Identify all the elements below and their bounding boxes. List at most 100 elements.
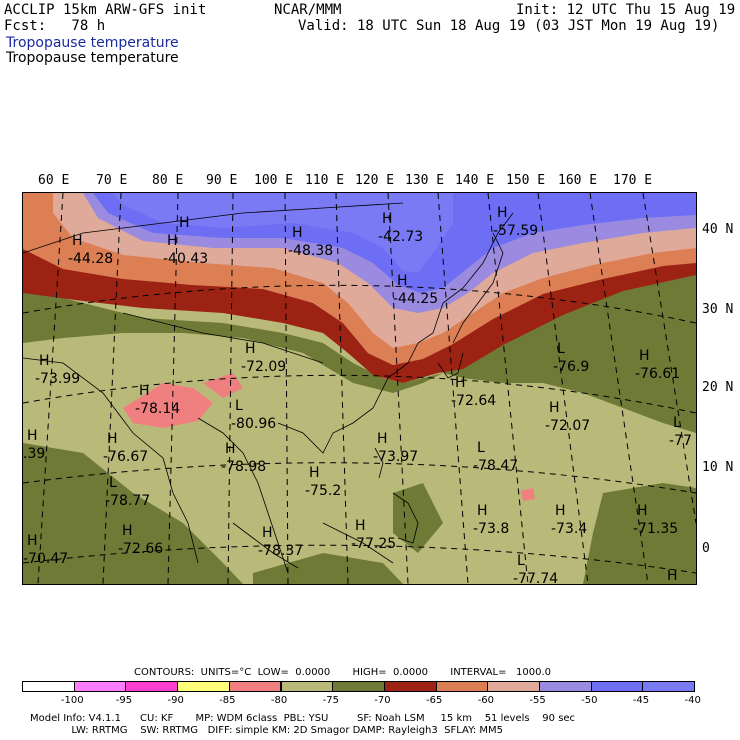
colorbar-tick: -45 — [632, 695, 650, 706]
colorbar-swatch — [590, 681, 644, 692]
lon-label: 110 E — [305, 173, 345, 188]
colorbar-tick: -70 — [374, 695, 391, 706]
extremum-value: -76.61 — [635, 366, 680, 382]
extremum-value: -78.98 — [221, 459, 266, 475]
high-marker: H — [382, 211, 393, 227]
band-70 — [583, 483, 696, 584]
low-marker: L — [109, 475, 117, 491]
lat-label: 10 N — [702, 460, 734, 475]
high-marker: H — [225, 441, 236, 457]
band-80 — [521, 488, 535, 501]
field-title-black: Tropopause temperature — [6, 50, 179, 66]
colorbar-swatch — [73, 681, 127, 692]
extremum-value: -77.74 — [513, 571, 558, 584]
extremum-value: -72.07 — [545, 418, 590, 434]
extremum-value: -78.77 — [105, 493, 150, 509]
high-marker: H — [309, 465, 320, 481]
high-marker: H — [549, 400, 560, 416]
high-marker: H — [27, 533, 38, 549]
colorbar-tick: -85 — [219, 695, 236, 706]
extremum-value: -76.67 — [103, 449, 148, 465]
extremum-value: -73.97 — [373, 449, 418, 465]
high-marker: H — [637, 503, 648, 519]
colorbar-swatch — [22, 681, 75, 692]
high-marker: H — [72, 233, 83, 249]
band-40 — [113, 193, 453, 273]
colorbar-swatch — [642, 681, 696, 692]
high-marker: H — [455, 375, 466, 391]
extremum-value: -44.25 — [393, 291, 438, 307]
colorbar-swatch — [539, 681, 592, 692]
lon-label: 160 E — [558, 173, 598, 188]
high-marker: H — [139, 383, 150, 399]
lon-label: 60 E — [38, 173, 70, 188]
colorbar-swatch — [280, 681, 334, 692]
coastlines — [23, 202, 514, 574]
lon-label: 150 E — [506, 173, 546, 188]
high-marker: H — [245, 341, 256, 357]
high-marker: H — [262, 525, 273, 541]
high-marker: H — [27, 428, 38, 444]
extremum-value: -70.47 — [23, 551, 68, 567]
high-marker: H — [292, 225, 303, 241]
run-title: ACCLIP 15km ARW-GFS init — [4, 2, 207, 18]
colorbar-tick: -60 — [477, 695, 495, 706]
lat-label: 0 — [702, 541, 710, 556]
colorbar-tick: -50 — [581, 695, 598, 706]
colorbar-swatch — [332, 681, 385, 692]
contours-info: CONTOURS: UNITS=°C LOW= 0.0000 HIGH= 0.0… — [134, 667, 552, 678]
extremum-value: -72.64 — [451, 393, 496, 409]
extremum-value: -48.38 — [288, 243, 333, 259]
lat-label: 20 N — [702, 380, 734, 395]
extremum-value: -80.96 — [231, 416, 276, 432]
colorbar-tick: -65 — [426, 695, 443, 706]
extremum-value: -73.4 — [551, 521, 587, 537]
colorbar-swatch — [383, 681, 437, 692]
high-marker: H — [107, 431, 118, 447]
extremum-value: -44.28 — [68, 251, 113, 267]
extremum-value: -73.8 — [473, 521, 509, 537]
colorbar-tick: -75 — [322, 695, 339, 706]
high-marker: H — [397, 273, 408, 289]
colorbar-swatch — [435, 681, 489, 692]
colorbar-swatch — [125, 681, 179, 692]
extremum-value: -77.25 — [351, 536, 396, 552]
band-80 — [203, 373, 243, 398]
lon-label: 170 E — [613, 173, 653, 188]
band-80 — [123, 383, 213, 428]
model-info-line2: LW: RRTMG SW: RRTMG DIFF: simple KM: 2D … — [30, 725, 504, 736]
colorbar-tick: -40 — [684, 695, 701, 706]
extremum-value: -71.35 — [633, 521, 678, 537]
colorbar-tick: -80 — [270, 695, 288, 706]
high-marker: H — [179, 215, 190, 231]
extremum-value: -77 — [669, 433, 692, 449]
colorbar-tick: -55 — [529, 695, 546, 706]
colorbar-tick: -100 — [60, 695, 84, 706]
low-marker: L — [477, 440, 485, 456]
lat-label: 40 N — [702, 222, 734, 237]
colorbar-tick: -90 — [167, 695, 184, 706]
lon-label: 80 E — [152, 173, 184, 188]
extremum-value: -75.2 — [305, 483, 341, 499]
tropopause-temperature-map: H H -40.43 H -48.38 H -42.73 H -57.59 H -44.28 H -44… — [22, 192, 697, 585]
low-marker: L — [235, 398, 243, 414]
high-marker: H — [477, 503, 488, 519]
band-65 — [23, 248, 696, 383]
extremum-value: -78.47 — [473, 458, 518, 474]
high-marker: H — [639, 348, 650, 364]
extremum-value: -72.66 — [118, 541, 163, 557]
extremum-value: -42.73 — [378, 229, 423, 245]
map-canvas: H H -40.43 H -48.38 H -42.73 H -57.59 H -44.28 H -44… — [23, 193, 696, 584]
lon-label: 100 E — [254, 173, 294, 188]
low-marker: L — [557, 341, 565, 357]
high-marker: H — [39, 353, 50, 369]
colorbar-tick: -95 — [115, 695, 133, 706]
high-marker: H — [667, 568, 678, 584]
extremum-value: -76.9 — [553, 359, 589, 375]
center-label: NCAR/MMM — [274, 2, 342, 18]
colorbar-swatch — [487, 681, 540, 692]
colorbar-swatch — [228, 681, 282, 692]
high-marker: H — [555, 503, 566, 519]
extremum-value: -40.43 — [163, 251, 208, 267]
lon-label: 140 E — [455, 173, 495, 188]
